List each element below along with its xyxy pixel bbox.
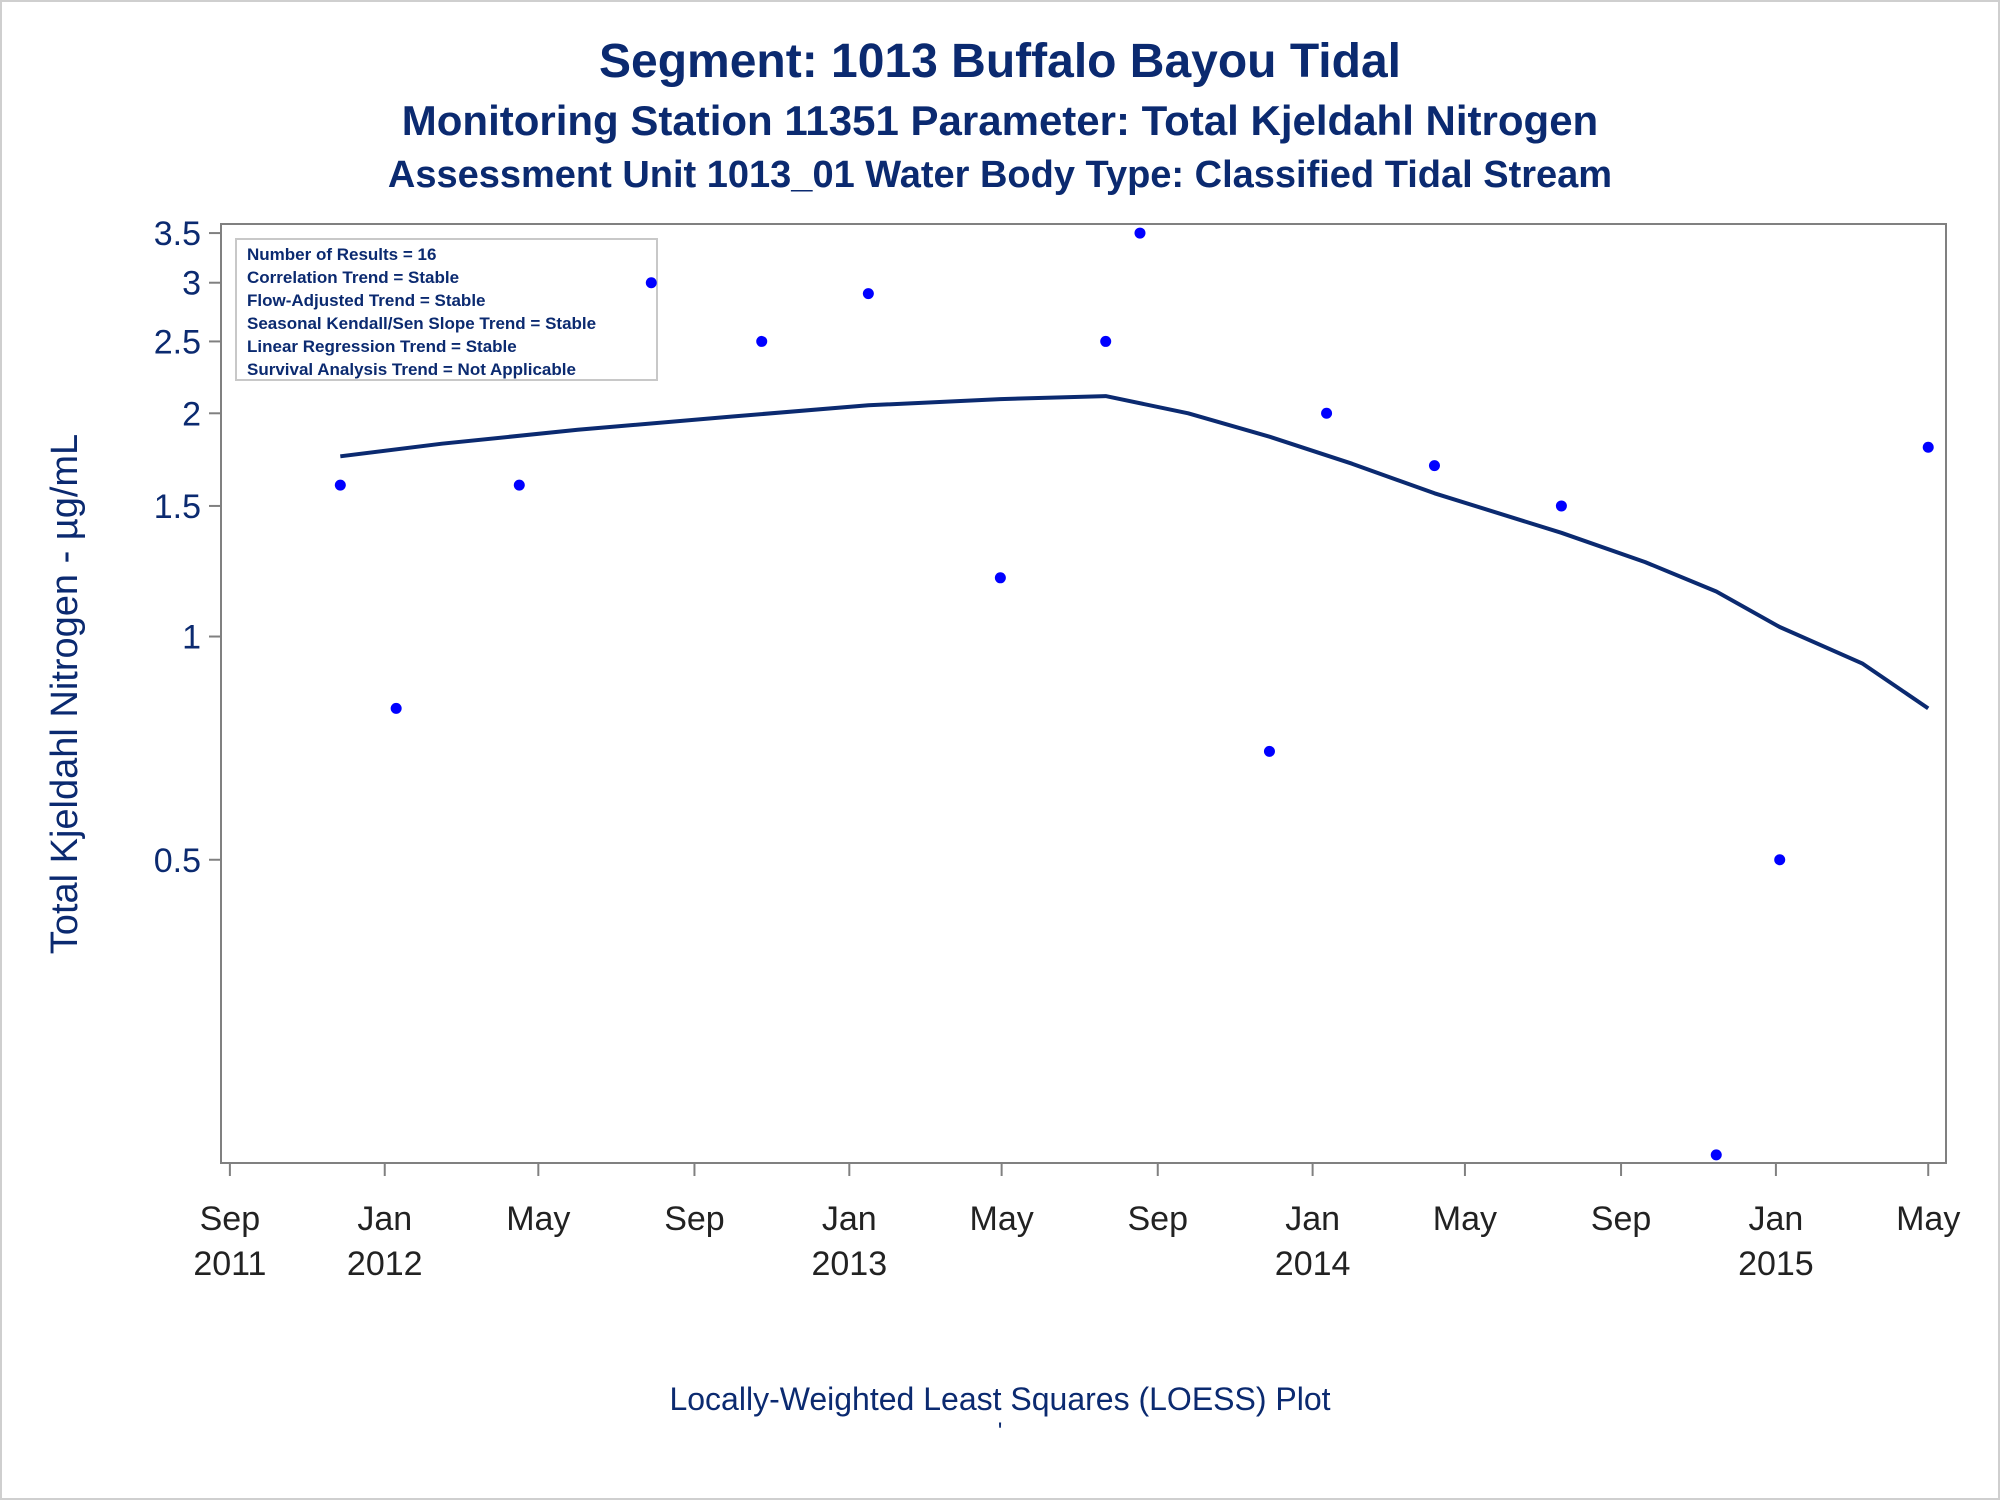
data-point bbox=[1134, 227, 1146, 239]
stats-line: Flow-Adjusted Trend = Stable bbox=[247, 291, 486, 310]
stats-box-border bbox=[235, 238, 658, 381]
x-tick-label-month: Sep bbox=[200, 1200, 261, 1238]
x-tick-label-month: Jan bbox=[822, 1200, 877, 1238]
stats-line: Linear Regression Trend = Stable bbox=[247, 337, 517, 356]
x-tick-label-year: 2015 bbox=[1738, 1245, 1814, 1283]
data-point bbox=[1321, 407, 1333, 419]
y-tick-label: 3 bbox=[182, 265, 201, 303]
stats-line: Survival Analysis Trend = Not Applicable bbox=[247, 360, 576, 379]
y-tick-label: 1.5 bbox=[154, 488, 201, 526]
data-point bbox=[994, 572, 1006, 584]
data-point bbox=[1922, 441, 1934, 453]
x-tick-label-year: 2011 bbox=[193, 1245, 266, 1283]
y-tick-label: 3.5 bbox=[154, 215, 201, 253]
x-tick-label-year: 2014 bbox=[1275, 1245, 1351, 1283]
y-axis-label: Total Kjeldahl Nitrogen - µg/mL bbox=[44, 434, 86, 954]
data-point bbox=[390, 702, 402, 714]
data-point bbox=[1100, 335, 1112, 347]
x-tick-label-month: Sep bbox=[1591, 1200, 1652, 1238]
x-tick-label-month: Jan bbox=[1285, 1200, 1340, 1238]
y-tick-label: 1 bbox=[182, 619, 201, 657]
data-point bbox=[1428, 460, 1440, 472]
x-tick-label-month: May bbox=[506, 1200, 570, 1238]
data-point bbox=[1710, 1149, 1722, 1161]
loess-line bbox=[340, 394, 1930, 711]
y-tick-label: 2 bbox=[182, 395, 201, 433]
x-tick-label-month: May bbox=[970, 1200, 1034, 1238]
data-point bbox=[1555, 500, 1567, 512]
data-point bbox=[334, 479, 346, 491]
x-tick-label-year: 2013 bbox=[811, 1245, 887, 1283]
x-tick-label-month: Jan bbox=[1748, 1200, 1803, 1238]
x-axis: Sep 2011 Jan 2012 May Sep Jan 2013 May Sep Jan 2014… bbox=[193, 1162, 1960, 1283]
data-point bbox=[756, 335, 768, 347]
stats-line: Seasonal Kendall/Sen Slope Trend = Stabl… bbox=[247, 314, 596, 333]
data-point bbox=[1263, 745, 1275, 757]
chart-title: Segment: 1013 Buffalo Bayou Tidal bbox=[599, 35, 1401, 88]
y-tick-label: 0.5 bbox=[154, 842, 201, 880]
chart-subtitle: Monitoring Station 11351 Parameter: Tota… bbox=[401, 97, 1599, 144]
x-tick-label-month: Sep bbox=[664, 1200, 725, 1238]
footer-mark: ' bbox=[997, 1418, 1003, 1445]
data-point bbox=[513, 479, 525, 491]
x-tick-label-month: May bbox=[1896, 1200, 1960, 1238]
data-point bbox=[862, 288, 874, 300]
stats-box: Number of Results = 16 Correlation Trend … bbox=[235, 238, 658, 381]
scatter-series bbox=[334, 227, 1934, 1161]
y-tick-label: 2.5 bbox=[154, 323, 201, 361]
stats-line: Correlation Trend = Stable bbox=[247, 268, 459, 287]
chart-subtitle-2: Assessment Unit 1013_01 Water Body Type:… bbox=[387, 154, 1613, 196]
x-tick-label-month: Sep bbox=[1128, 1200, 1189, 1238]
footer-caption: Locally-Weighted Least Squares (LOESS) P… bbox=[669, 1381, 1331, 1417]
x-tick-label-month: May bbox=[1433, 1200, 1497, 1238]
y-axis: 0.5 1 1.5 2 2.5 3 3.5 bbox=[154, 215, 221, 880]
stats-line: Number of Results = 16 bbox=[247, 245, 436, 264]
data-point bbox=[1774, 854, 1786, 866]
loess-series bbox=[340, 394, 1930, 711]
x-tick-label-year: 2012 bbox=[347, 1245, 423, 1283]
data-point bbox=[645, 277, 657, 289]
x-tick-label-month: Jan bbox=[357, 1200, 412, 1238]
